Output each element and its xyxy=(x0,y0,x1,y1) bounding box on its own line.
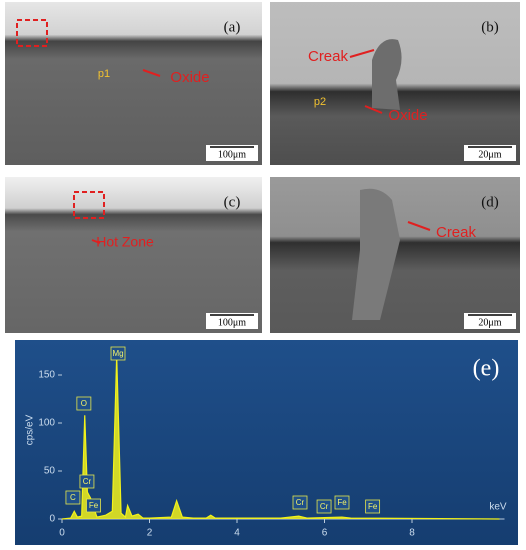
scale-label: 20μm xyxy=(478,317,501,328)
y-tick-label: 0 xyxy=(49,514,55,525)
peak-label-box xyxy=(79,474,95,489)
scale-label: 100μm xyxy=(218,149,246,160)
x-axis-label: keV xyxy=(489,502,507,513)
y-tick-label: 150 xyxy=(38,370,55,381)
panel-label: (a) xyxy=(224,19,241,35)
peak-label: Fe xyxy=(89,501,99,510)
x-tick-label: 6 xyxy=(322,528,328,539)
annotation: p1 xyxy=(98,68,110,80)
x-tick-label: 8 xyxy=(409,528,415,539)
peak-label-box xyxy=(292,495,308,510)
panel-label: (d) xyxy=(481,194,499,210)
y-tick-label: 100 xyxy=(38,418,55,429)
spectrum-line xyxy=(61,355,500,520)
panel-label: (c) xyxy=(224,194,241,210)
scale-bar-box xyxy=(464,145,516,161)
peak-label: Fe xyxy=(337,498,347,507)
arrow xyxy=(349,49,375,58)
annotation: Creak xyxy=(308,48,349,65)
peak-label-box xyxy=(316,499,332,514)
scale-bar-box xyxy=(206,313,258,329)
panel-label: (e) xyxy=(473,356,500,382)
annotation: Creak xyxy=(436,224,477,241)
annotation: Hot Zone xyxy=(96,234,154,250)
x-tick-label: 4 xyxy=(234,528,240,539)
peak-label-box xyxy=(86,498,101,513)
peak-label: C xyxy=(70,493,76,502)
arrow xyxy=(142,69,161,77)
scale-label: 100μm xyxy=(218,317,246,328)
peak-label: Cr xyxy=(83,477,92,486)
panel-label: (b) xyxy=(481,19,499,35)
arrow xyxy=(91,239,101,244)
scale-label: 20μm xyxy=(478,149,501,160)
annotation: Oxide xyxy=(388,107,427,124)
peak-label: Cr xyxy=(320,502,329,511)
highlight-box xyxy=(16,19,48,47)
crack-region xyxy=(352,188,400,320)
peak-label: Cr xyxy=(296,498,305,507)
peak-label: Fe xyxy=(368,502,378,511)
y-axis-label: cps/eV xyxy=(25,414,36,445)
x-tick-label: 2 xyxy=(147,528,153,539)
peak-label: O xyxy=(81,399,87,408)
arrow xyxy=(364,105,383,114)
scale-bar-box xyxy=(464,313,516,329)
x-tick-label: 0 xyxy=(59,528,65,539)
peak-label-box xyxy=(76,396,92,411)
crack-region xyxy=(372,39,402,110)
highlight-box xyxy=(73,191,105,219)
arrow xyxy=(407,221,431,231)
peak-label-box xyxy=(65,490,81,505)
micrograph xyxy=(5,2,262,165)
y-tick-label: 50 xyxy=(44,466,56,477)
annotation: Oxide xyxy=(170,69,209,86)
annotation: p2 xyxy=(314,96,326,108)
peak-label-box xyxy=(334,495,350,510)
peak-label: Mg xyxy=(112,349,123,358)
micrograph xyxy=(5,177,262,333)
peak-label-box xyxy=(110,346,126,361)
peak-label-box xyxy=(365,499,381,514)
scale-bar-box xyxy=(206,145,258,161)
arrows xyxy=(91,49,431,244)
